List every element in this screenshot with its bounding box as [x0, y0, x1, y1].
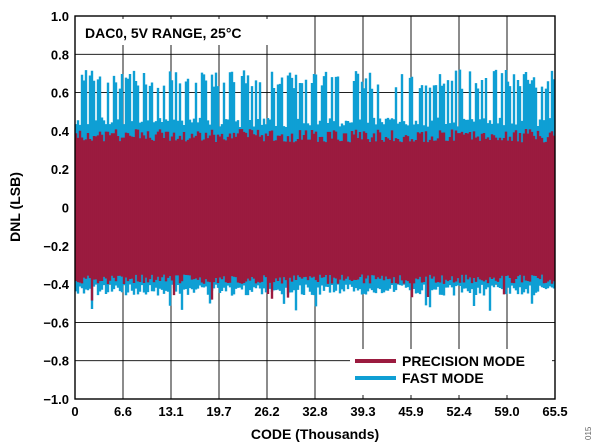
x-tick-label: 19.7: [206, 404, 231, 419]
x-tick-label: 32.8: [302, 404, 327, 419]
chart-annotation: DAC0, 5V RANGE, 25°C: [85, 25, 242, 41]
x-tick-label: 65.5: [542, 404, 567, 419]
x-tick-label: 59.0: [494, 404, 519, 419]
y-axis-title: DNL (LSB): [7, 172, 23, 242]
y-tick-label: 0.8: [51, 47, 69, 62]
y-tick-label: 1.0: [51, 9, 69, 24]
precision-mode-series: [74, 129, 556, 301]
y-tick-label: 0: [62, 201, 69, 216]
y-tick-label: −0.4: [43, 277, 69, 292]
legend: PRECISION MODE FAST MODE: [350, 349, 552, 395]
figure-id: 015: [584, 426, 593, 440]
y-tick-label: −0.6: [43, 315, 69, 330]
legend-box: [350, 349, 552, 395]
y-tick-label: −0.2: [43, 239, 69, 254]
x-tick-label: 39.3: [350, 404, 375, 419]
y-tick-labels: 1.0 0.8 0.6 0.4 0.2 0 −0.2 −0.4 −0.6 −0.8 −1.0: [43, 9, 69, 407]
x-tick-label: 13.1: [158, 404, 183, 419]
y-tick-label: −1.0: [43, 392, 69, 407]
y-tick-label: 0.2: [51, 162, 69, 177]
x-axis-title: CODE (Thousands): [251, 426, 379, 442]
x-tick-labels: 0 6.6 13.1 19.7 26.2 32.8 39.3 45.9 52.4 59.0 65.5: [71, 404, 567, 419]
legend-fast-label: FAST MODE: [402, 370, 484, 386]
annotation-box: [78, 19, 270, 45]
x-tick-label: 26.2: [254, 404, 279, 419]
x-tick-label: 6.6: [114, 404, 132, 419]
y-tick-label: 0.6: [51, 86, 69, 101]
x-tick-label: 0: [71, 404, 78, 419]
x-tick-label: 52.4: [446, 404, 472, 419]
legend-precision-label: PRECISION MODE: [402, 353, 525, 369]
y-tick-label: −0.8: [43, 354, 69, 369]
plot-frame: [74, 15, 556, 400]
x-tick-label: 45.9: [398, 404, 423, 419]
y-tick-label: 0.4: [51, 124, 70, 139]
